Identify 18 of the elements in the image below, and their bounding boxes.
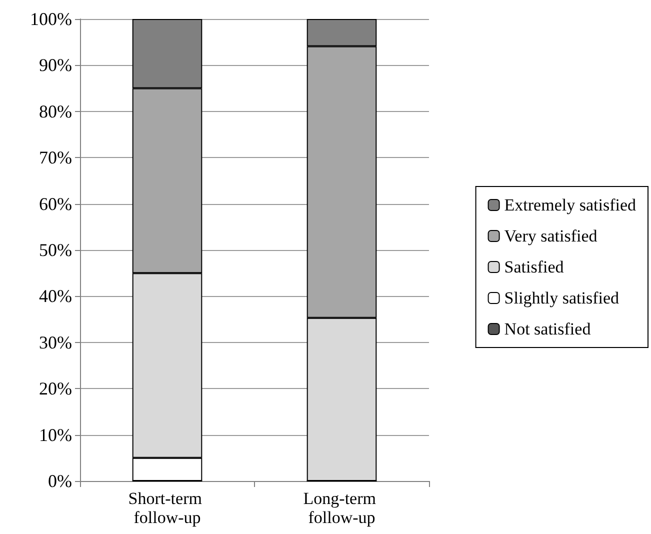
y-tick-label: 80% <box>39 101 72 122</box>
x-tick-label: Long-term follow-up <box>303 489 380 527</box>
legend-label: Very satisfied <box>504 226 598 246</box>
y-tick-label: 90% <box>39 55 72 76</box>
y-tick-label: 40% <box>39 286 72 306</box>
legend-label: Not satisfied <box>504 320 592 338</box>
y-tick-label: 30% <box>39 332 72 352</box>
y-tick-label: 100% <box>30 9 72 29</box>
y-tick-label: 0% <box>48 471 72 491</box>
legend-label: Slightly satisfied <box>504 288 620 308</box>
y-tick-label: 50% <box>39 240 72 260</box>
y-tick-label: 10% <box>39 424 72 445</box>
y-tick-label: 20% <box>39 378 72 399</box>
y-tick-label: 70% <box>39 148 72 168</box>
legend-label: Extremely satisfied <box>504 196 636 214</box>
y-tick-label: 60% <box>39 194 72 214</box>
legend-label: Satisfied <box>504 258 564 276</box>
x-tick-label: Short-term follow-up <box>128 489 206 527</box>
